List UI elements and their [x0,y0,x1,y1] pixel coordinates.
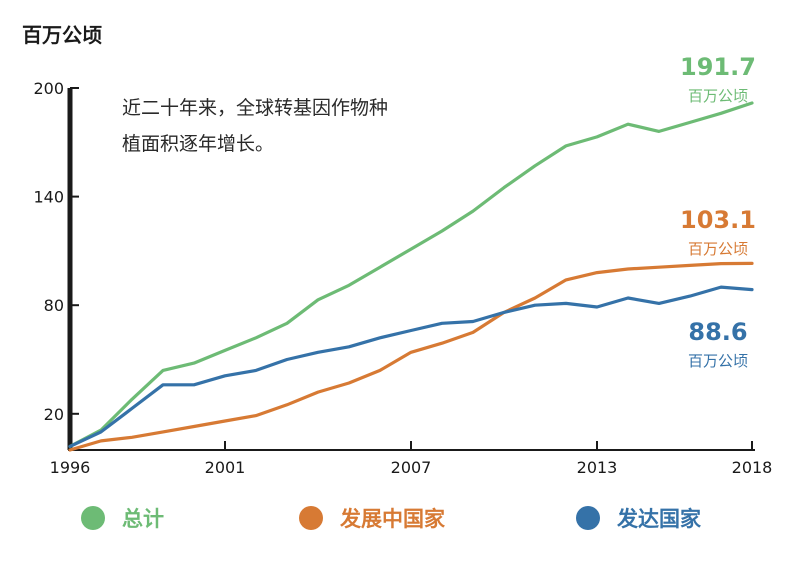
end-value-developing: 103.1 [680,206,756,234]
series-line-developed [68,285,754,448]
y-tick-label: 200 [33,79,64,98]
x-axis-ticks: 1996 2001 2007 2013 2018 [50,441,773,477]
x-tick-label: 2001 [205,458,246,477]
x-tick-label: 1996 [50,458,91,477]
x-tick-label: 2007 [391,458,432,477]
y-tick-label: 140 [33,188,64,207]
x-tick-label: 2013 [577,458,618,477]
series-line-developing [68,261,754,452]
annotation-line-2: 植面积逐年增长。 [122,133,274,155]
legend: 总计 发展中国家 发达国家 [81,506,702,531]
legend-marker-developed [576,506,600,530]
x-tick-label: 2018 [732,458,773,477]
end-value-developed: 88.6 [688,318,747,346]
end-unit-total: 百万公顷 [688,87,748,105]
legend-marker-developing [299,506,323,530]
end-value-total: 191.7 [680,53,756,81]
y-tick-label: 20 [44,405,64,424]
y-tick-label: 80 [44,296,64,315]
legend-label-developed: 发达国家 [616,507,702,531]
end-unit-developed: 百万公顷 [688,352,748,370]
y-axis-ticks: 20 80 140 200 [33,79,79,424]
legend-label-developing: 发展中国家 [339,507,446,531]
y-unit-label: 百万公顷 [22,23,102,47]
legend-label-total: 总计 [122,507,164,531]
legend-marker-total [81,506,105,530]
annotation-line-1: 近二十年来，全球转基因作物种 [122,97,388,119]
series-lines [68,101,754,452]
series-line-total [68,101,754,448]
end-unit-developing: 百万公顷 [688,240,748,258]
